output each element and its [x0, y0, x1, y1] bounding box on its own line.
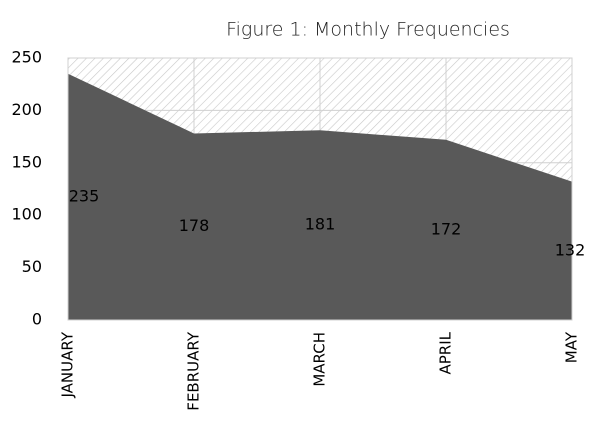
area	[68, 73, 572, 320]
y-tick-label: 150	[11, 152, 42, 171]
y-tick-label: 250	[11, 48, 42, 67]
x-tick-label: FEBRUARY	[185, 331, 203, 411]
data-label: 235	[69, 186, 100, 205]
x-tick-label: APRIL	[437, 331, 455, 374]
plot-border	[67, 57, 573, 321]
data-label: 132	[555, 240, 586, 259]
y-tick-label: 0	[32, 310, 42, 329]
x-tick-label: MARCH	[311, 332, 329, 387]
y-tick-label: 200	[11, 100, 42, 119]
data-label: 178	[179, 216, 210, 235]
y-tick-label: 50	[22, 257, 42, 276]
data-label: 172	[431, 219, 462, 238]
data-label: 181	[305, 215, 336, 234]
x-tick-label: MAY	[563, 331, 581, 363]
x-tick-label: JANUARY	[59, 331, 77, 398]
y-tick-label: 100	[11, 205, 42, 224]
chart-title: Figure 1: Monthly Frequencies	[226, 19, 510, 41]
